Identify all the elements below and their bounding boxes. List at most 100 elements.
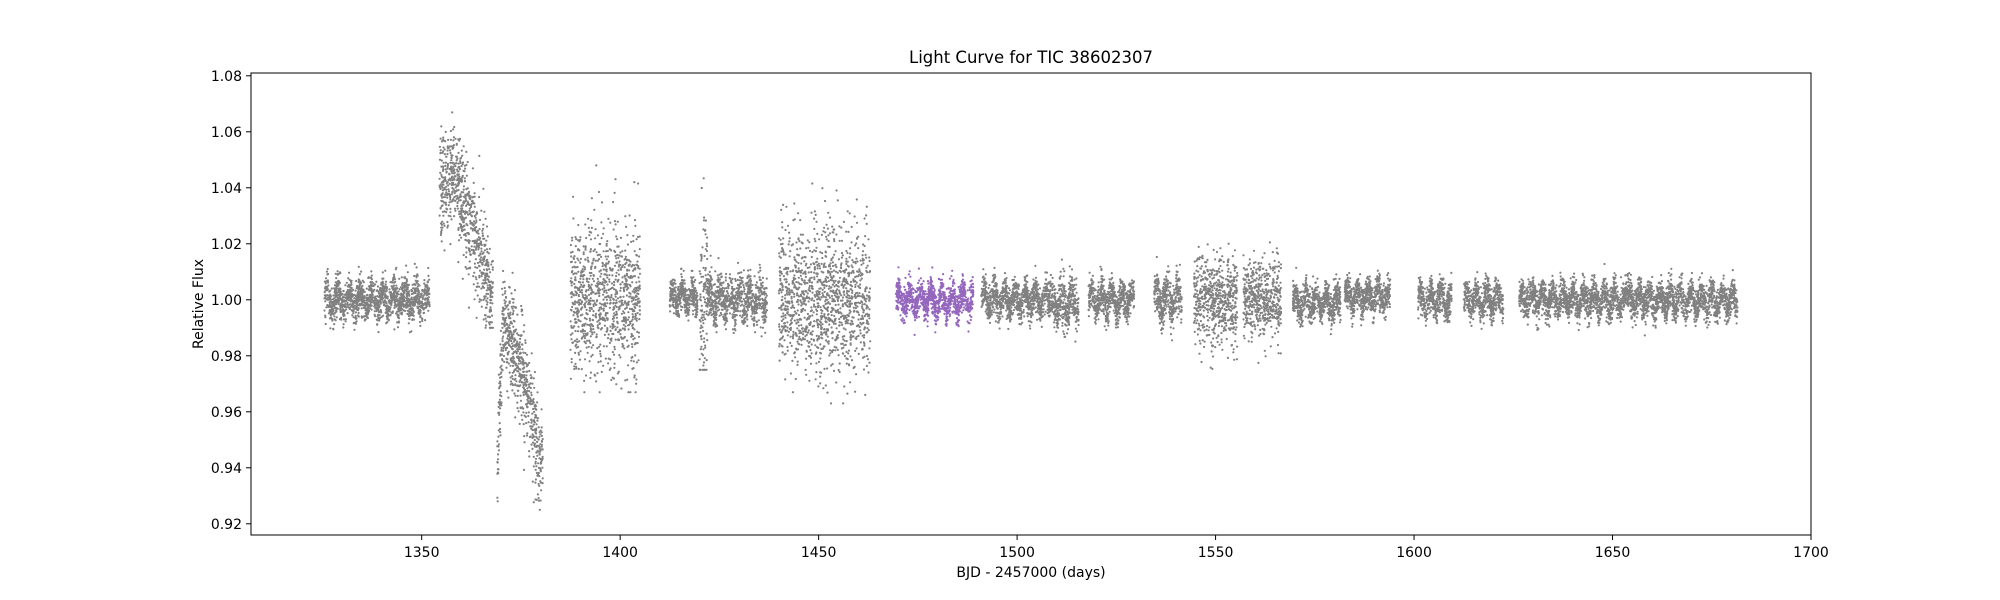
data-point <box>724 328 728 331</box>
data-point <box>587 293 591 296</box>
data-point <box>574 261 577 264</box>
data-point <box>526 389 529 392</box>
data-point <box>533 405 536 408</box>
data-point <box>412 309 415 312</box>
data-point <box>672 312 676 315</box>
data-point <box>634 224 637 227</box>
data-point <box>446 192 449 195</box>
data-point <box>505 323 508 326</box>
data-point <box>510 342 514 345</box>
data-point <box>631 281 634 284</box>
data-point <box>535 445 538 448</box>
data-point <box>502 354 506 358</box>
data-point <box>635 382 638 385</box>
data-point <box>528 383 531 386</box>
data-point <box>612 228 615 231</box>
data-point <box>598 313 601 316</box>
data-point <box>603 284 606 287</box>
data-point <box>421 302 424 305</box>
data-point <box>701 329 705 333</box>
data-point <box>407 314 410 318</box>
data-point <box>636 311 639 315</box>
data-point <box>598 322 601 325</box>
data-point <box>503 321 506 324</box>
data-point <box>339 308 342 311</box>
data-point <box>534 481 537 484</box>
data-point <box>630 265 633 268</box>
data-point <box>580 270 583 273</box>
data-point <box>586 256 589 259</box>
data-point <box>446 226 449 229</box>
data-point <box>619 268 623 271</box>
data-point <box>577 287 580 290</box>
data-point <box>594 228 597 231</box>
data-point <box>636 235 640 239</box>
data-point <box>577 270 580 273</box>
data-point <box>577 259 580 262</box>
data-point <box>589 238 593 241</box>
data-point <box>738 276 742 279</box>
data-point <box>703 298 707 301</box>
data-point <box>765 287 768 290</box>
data-point <box>614 278 617 281</box>
data-point <box>636 330 639 333</box>
data-point <box>444 161 447 164</box>
data-point <box>619 289 622 292</box>
data-point <box>751 299 755 302</box>
data-point <box>704 274 707 277</box>
data-point <box>447 188 450 191</box>
data-point <box>530 394 533 397</box>
data-point <box>496 458 500 461</box>
data-point <box>585 346 588 349</box>
data-point <box>523 441 526 444</box>
data-point <box>605 258 608 261</box>
data-point <box>451 190 454 193</box>
data-point <box>583 298 587 301</box>
data-point <box>373 303 376 306</box>
data-point <box>598 306 601 309</box>
data-point <box>351 306 354 309</box>
data-point <box>576 315 579 318</box>
data-point <box>673 281 676 284</box>
data-point <box>523 376 526 379</box>
data-point <box>605 296 608 299</box>
data-point <box>411 287 415 290</box>
data-point <box>415 276 418 279</box>
data-point <box>575 238 578 241</box>
data-point <box>539 429 542 432</box>
data-point <box>605 291 608 294</box>
data-point <box>540 461 543 464</box>
data-point <box>633 181 636 184</box>
data-point <box>489 301 492 304</box>
data-point <box>609 329 612 332</box>
data-point <box>454 186 457 189</box>
data-point <box>692 304 695 307</box>
data-point <box>691 269 694 273</box>
data-point <box>612 320 615 323</box>
data-point <box>335 316 338 319</box>
data-point <box>638 318 641 321</box>
data-point <box>683 279 686 282</box>
data-point <box>714 290 717 293</box>
data-point <box>609 325 612 328</box>
data-point <box>416 292 419 295</box>
data-point <box>584 248 587 251</box>
data-point <box>478 300 481 303</box>
data-point <box>356 306 359 309</box>
data-point <box>615 301 618 304</box>
data-point <box>358 273 361 276</box>
data-point <box>635 317 638 320</box>
data-point <box>753 323 756 326</box>
data-point <box>510 339 513 343</box>
data-point <box>579 277 582 280</box>
data-point <box>601 288 604 291</box>
data-point <box>358 284 361 287</box>
data-point <box>511 371 514 374</box>
data-point <box>603 302 607 305</box>
data-point <box>443 224 446 227</box>
data-point <box>589 248 593 251</box>
data-point <box>705 332 708 335</box>
data-point <box>606 240 609 243</box>
data-point <box>742 298 746 301</box>
data-point <box>465 251 468 254</box>
